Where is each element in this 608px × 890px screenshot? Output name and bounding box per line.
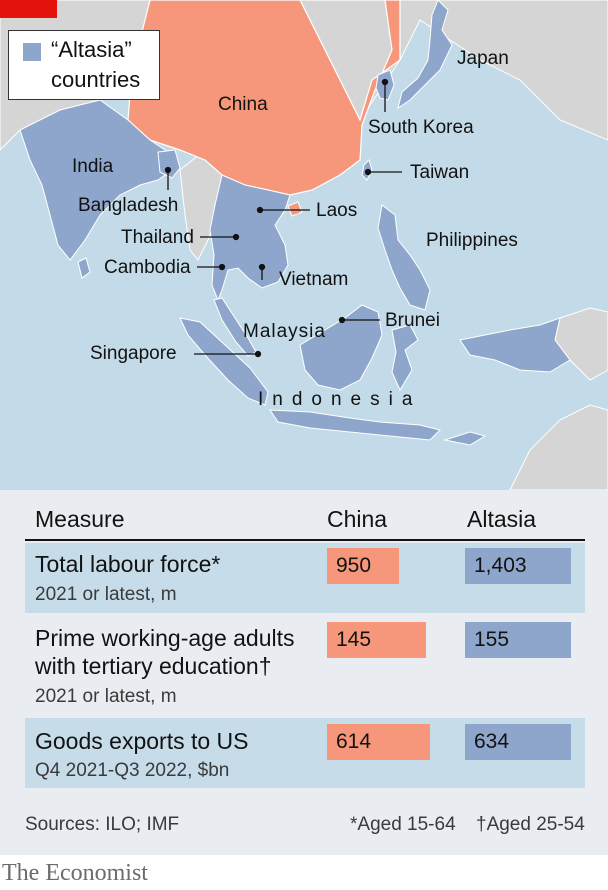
label-philippines: Philippines <box>426 230 518 251</box>
row1-china-bar: 950 <box>327 548 399 584</box>
row1-altasia-bar: 1,403 <box>465 548 571 584</box>
row3-china-bar: 614 <box>327 724 430 760</box>
land-png <box>554 307 608 381</box>
india-shape <box>19 99 173 261</box>
row2-altasia-bar: 155 <box>465 622 571 658</box>
row1-title: Total labour force* <box>35 551 221 577</box>
footnote-aged-25-54: †Aged 25-54 <box>476 814 585 835</box>
japan-shape <box>397 0 453 110</box>
row1-subtitle: 2021 or latest, m <box>35 584 177 605</box>
label-cambodia: Cambodia <box>104 257 191 278</box>
label-brunei: Brunei <box>385 310 440 331</box>
srilanka-shape <box>77 257 91 279</box>
row3-altasia-bar: 634 <box>465 724 571 760</box>
footnote-aged-15-64: *Aged 15-64 <box>350 814 456 835</box>
java-shape <box>269 409 441 441</box>
label-indonesia: Indonesia <box>258 389 422 410</box>
label-bangladesh: Bangladesh <box>78 195 179 216</box>
philippines-shape <box>377 204 431 311</box>
label-south-korea: South Korea <box>368 117 474 138</box>
label-india: India <box>72 156 114 177</box>
legend: “Altasia” countries <box>8 30 160 100</box>
sources-note: Sources: ILO; IMF <box>25 814 180 835</box>
label-japan: Japan <box>457 48 509 69</box>
legend-label-line2: countries <box>51 67 141 92</box>
row2-china-bar: 145 <box>327 622 426 658</box>
header-china: China <box>327 506 388 532</box>
map: “Altasia” countries China Japan South Ko… <box>0 0 608 490</box>
label-singapore: Singapore <box>90 343 177 364</box>
leader-lines <box>164 78 402 358</box>
legend-swatch-altasia <box>23 43 41 61</box>
header-measure: Measure <box>35 506 125 532</box>
label-vietnam: Vietnam <box>279 269 349 290</box>
sulawesi-shape <box>391 324 419 392</box>
header-altasia: Altasia <box>467 506 537 532</box>
sumatra-shape <box>179 317 269 406</box>
economist-logo: The Economist <box>2 860 148 886</box>
bangladesh-shape <box>157 149 181 179</box>
row2-title-line2: with tertiary education† <box>35 653 272 679</box>
legend-label-line1: “Altasia” <box>51 37 132 62</box>
row2-subtitle: 2021 or latest, m <box>35 686 177 707</box>
map-graphic <box>0 0 608 490</box>
economist-red-tab <box>0 0 57 18</box>
land-australia <box>509 404 608 490</box>
label-china: China <box>218 94 268 115</box>
indochina-shape <box>209 174 291 302</box>
row2-title: Prime working-age adults <box>35 625 295 651</box>
row3-title: Goods exports to US <box>35 728 249 754</box>
moluccas-shape <box>459 317 571 373</box>
label-taiwan: Taiwan <box>410 162 470 183</box>
timor-shape <box>443 431 487 446</box>
label-thailand: Thailand <box>121 227 194 248</box>
label-malaysia: Malaysia <box>243 321 326 342</box>
row3-subtitle: Q4 2021-Q3 2022, $bn <box>35 760 230 781</box>
header-rule <box>25 539 585 541</box>
label-laos: Laos <box>316 200 358 221</box>
